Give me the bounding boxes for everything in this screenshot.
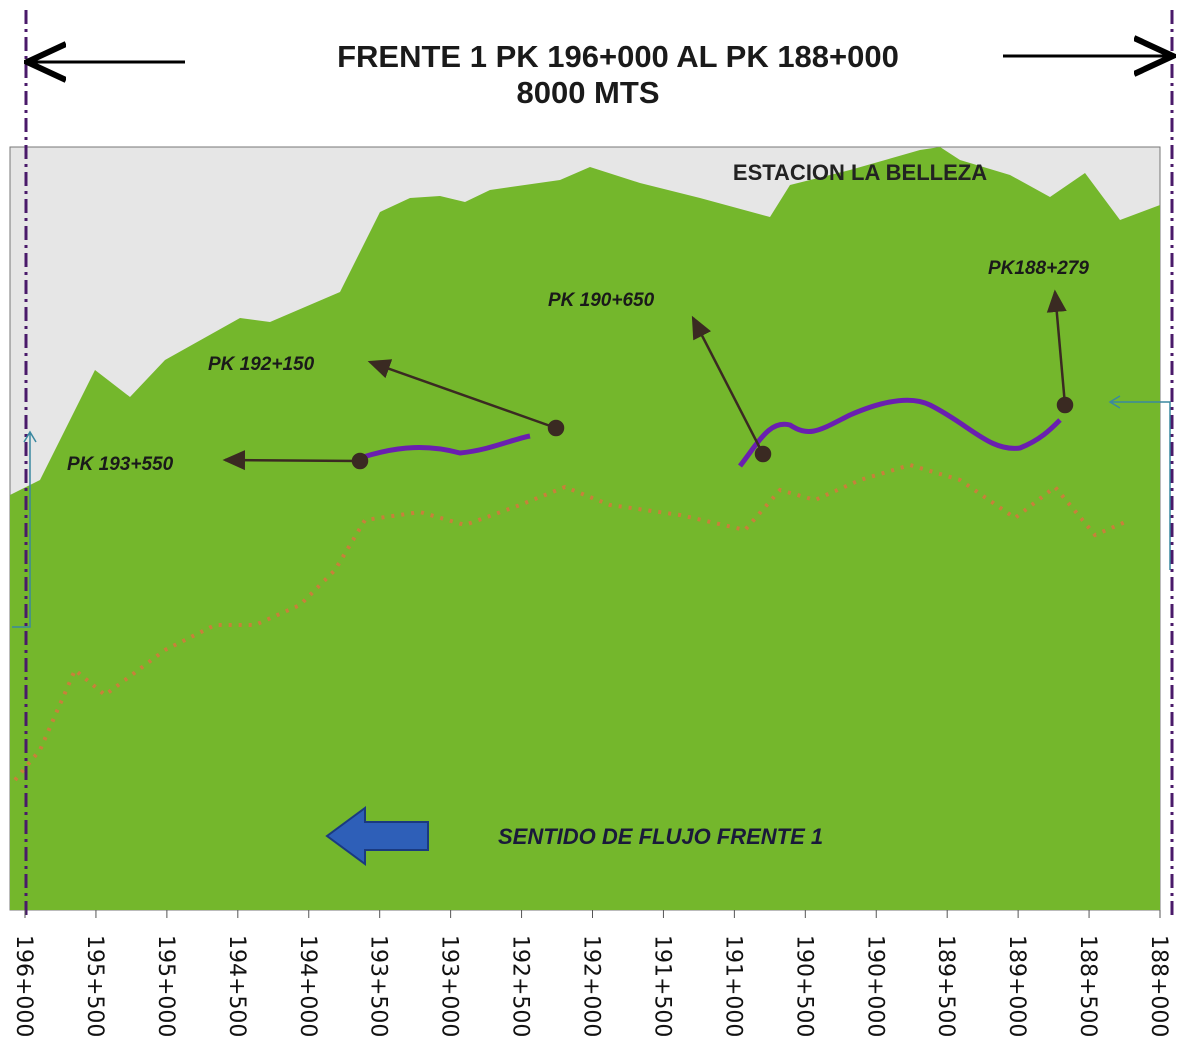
annotation: PK188+279 xyxy=(988,258,1089,279)
x-tick-label: 191+500 xyxy=(649,935,674,1037)
x-tick-label: 192+500 xyxy=(508,935,533,1037)
pipe-segment xyxy=(359,433,531,461)
subtitle: 8000 MTS xyxy=(516,75,659,110)
terrain xyxy=(10,147,1160,910)
flow-label: SENTIDO DE FLUJO FRENTE 1 xyxy=(498,824,823,849)
x-tick-label: 188+500 xyxy=(1075,935,1100,1037)
x-tick-label: 195+500 xyxy=(82,935,107,1037)
x-tick-label: 191+000 xyxy=(720,935,745,1037)
x-tick-label: 190+000 xyxy=(862,935,887,1037)
pipe-segment xyxy=(738,397,1062,468)
x-tick-label: 193+000 xyxy=(437,935,462,1037)
x-tick-label: 194+000 xyxy=(295,935,320,1037)
x-tick-label: 194+500 xyxy=(224,935,249,1037)
x-tick-label: 188+000 xyxy=(1146,935,1171,1037)
title: FRENTE 1 PK 196+000 AL PK 188+000 xyxy=(337,39,899,74)
x-tick-label: 189+000 xyxy=(1004,935,1029,1037)
annotation: PK 190+650 xyxy=(548,290,655,311)
x-tick-label: 196+000 xyxy=(11,935,36,1037)
annotation: PK 193+550 xyxy=(67,454,174,475)
station-label: ESTACION LA BELLEZA xyxy=(733,160,987,185)
x-tick-label: 195+000 xyxy=(153,935,178,1037)
x-tick-label: 193+500 xyxy=(366,935,391,1037)
x-axis: 196+000 195+500 195+000 194+500 194+000 193+5… xyxy=(11,910,1171,1037)
vertical-markers xyxy=(24,10,1174,915)
flow-arrow xyxy=(325,806,429,866)
x-tick-label: 189+500 xyxy=(933,935,958,1037)
annotation-pointers xyxy=(222,289,1074,471)
x-tick-label: 190+500 xyxy=(791,935,816,1037)
x-tick-label: 192+000 xyxy=(579,935,604,1037)
side-arrows xyxy=(12,395,1171,628)
annotation: PK 192+150 xyxy=(208,354,315,375)
